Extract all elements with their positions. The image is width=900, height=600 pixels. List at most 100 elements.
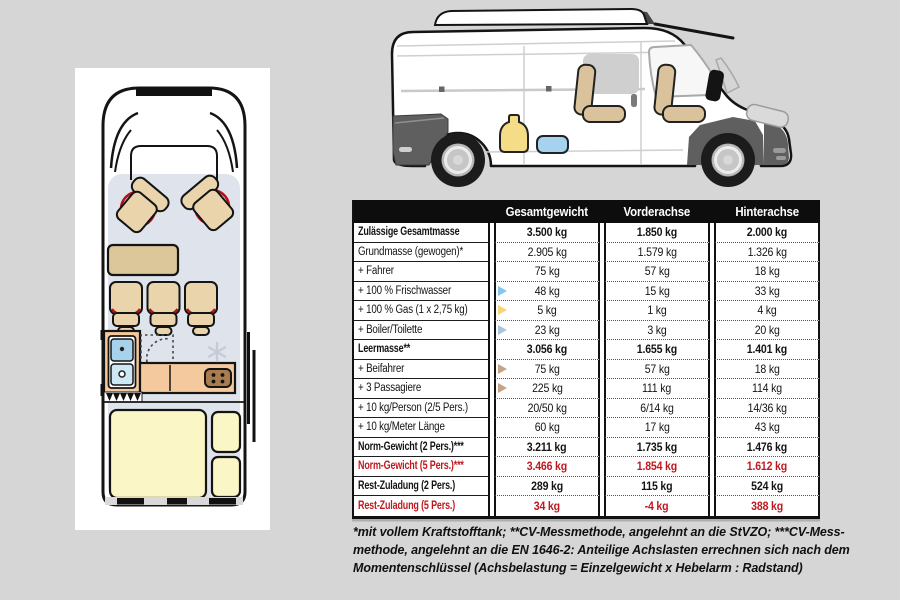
- table-header-row: Gesamtgewicht Vorderachse Hinterachse: [354, 200, 820, 223]
- stove-icon: [204, 368, 232, 388]
- swivel-seat-icon: [115, 176, 170, 234]
- table-body: Zulässige Gesamtmasse 3.500 kg 1.850 kg 2.0…: [354, 223, 820, 516]
- weights-table: Gesamtgewicht Vorderachse Hinterachse Zulä…: [352, 200, 820, 519]
- door-handle-icon: [631, 94, 637, 107]
- row-marker-triangle: [498, 363, 507, 374]
- wheel-icon: [701, 133, 755, 187]
- cell-value: 20/50 kg: [494, 398, 600, 418]
- cell-value: 14/36 kg: [714, 398, 820, 418]
- cell-value: 1.326 kg: [714, 242, 820, 262]
- cell-value: 15 kg: [604, 281, 710, 301]
- row-label: Norm-Gewicht (2 Pers.)***: [354, 437, 490, 457]
- cell-value: 3.056 kg: [494, 340, 600, 360]
- van-illustration: [390, 7, 793, 187]
- cell-value: 75 kg: [494, 359, 600, 379]
- cell-value: 289 kg: [494, 476, 600, 496]
- cell-value: 225 kg: [494, 379, 600, 399]
- cell-value: 1.579 kg: [604, 242, 710, 262]
- row-label: Leermasse**: [354, 340, 490, 360]
- cell-value: 1.854 kg: [604, 457, 710, 477]
- row-label: Norm-Gewicht (5 Pers.)***: [354, 457, 490, 477]
- cell-value: 1.655 kg: [604, 340, 710, 360]
- table-row: + 3 Passagiere 225 kg 111 kg 114 kg: [354, 379, 820, 399]
- gas-bottle-icon: [499, 114, 529, 153]
- floorplan-panel: [75, 68, 270, 530]
- row-marker-triangle: [498, 383, 507, 394]
- row-label: + 100 % Frischwasser: [354, 281, 490, 301]
- cell-value: 18 kg: [714, 359, 820, 379]
- dashboard-outline: [130, 145, 218, 180]
- footnote-line: *mit vollem Kraftstofftank; **CV-Messmet…: [353, 525, 845, 539]
- cell-value: 1.612 kg: [714, 457, 820, 477]
- table-row: + Beifahrer 75 kg 57 kg 18 kg: [354, 359, 820, 379]
- bed-icon: [104, 401, 244, 500]
- row-label: Rest-Zuladung (2 Pers.): [354, 476, 490, 496]
- cell-value: 75 kg: [494, 262, 600, 282]
- row-marker-triangle: [498, 285, 507, 296]
- cushion-icon: [210, 410, 242, 454]
- water-tank-icon: [536, 135, 569, 154]
- cell-value: 57 kg: [604, 359, 710, 379]
- cell-value: 5 kg: [494, 301, 600, 321]
- cell-value: 3.466 kg: [494, 457, 600, 477]
- table-row: + 100 % Gas (1 x 2,75 kg) 5 kg 1 kg 4 kg: [354, 301, 820, 321]
- cell-value: 1.850 kg: [604, 223, 710, 243]
- cell-value: 2.905 kg: [494, 242, 600, 262]
- cell-value: 57 kg: [604, 262, 710, 282]
- row-label: Grundmasse (gewogen)*: [354, 242, 490, 262]
- table-row: Grundmasse (gewogen)* 2.905 kg 1.579 kg 1.3…: [354, 242, 820, 262]
- row-label: + 3 Passagiere: [354, 379, 490, 399]
- cell-value: 2.000 kg: [714, 223, 820, 243]
- cell-value: 1.476 kg: [714, 437, 820, 457]
- row-label: + Beifahrer: [354, 359, 490, 379]
- side-window: [583, 54, 639, 94]
- table-row: Leermasse** 3.056 kg 1.655 kg 1.401 kg: [354, 340, 820, 360]
- swivel-seat-icon: [180, 174, 235, 232]
- kitchen-counter-icon: [138, 361, 237, 395]
- rear-bumper-dashes: [105, 497, 243, 505]
- cell-value: 114 kg: [714, 379, 820, 399]
- cell-value: 60 kg: [494, 418, 600, 438]
- floorplan: [100, 86, 256, 507]
- cell-value: 18 kg: [714, 262, 820, 282]
- entry-step-icon: [103, 391, 143, 403]
- cell-value: 1.735 kg: [604, 437, 710, 457]
- row-label: + Fahrer: [354, 262, 490, 282]
- cushion-icon: [210, 455, 242, 499]
- footnote-line: methode, angelehnt an die EN 1646-2: Ant…: [353, 542, 850, 557]
- footnote-line: Momentenschlüssel (Achsbelastung = Einze…: [353, 560, 803, 575]
- mid-seat-icon: [573, 63, 626, 123]
- row-label: Zulässige Gesamtmasse: [354, 223, 490, 243]
- cell-value: 33 kg: [714, 281, 820, 301]
- table-row: + 10 kg/Meter Länge 60 kg 17 kg 43 kg: [354, 418, 820, 438]
- table-row: Norm-Gewicht (5 Pers.)*** 3.466 kg 1.854 k…: [354, 457, 820, 477]
- bathroom-icon: [102, 329, 142, 395]
- cell-value: 17 kg: [604, 418, 710, 438]
- cell-value: 3.500 kg: [494, 223, 600, 243]
- table-row: Rest-Zuladung (5 Pers.) 34 kg -4 kg 388 kg: [354, 496, 820, 516]
- row-label: + 100 % Gas (1 x 2,75 kg): [354, 301, 490, 321]
- dinette-table-icon: [106, 243, 180, 277]
- fridge-snowflake-icon: [207, 341, 227, 363]
- shower-icon: [140, 334, 174, 364]
- van-side-view: [383, 2, 803, 196]
- cell-value: 43 kg: [714, 418, 820, 438]
- column-header: Hinterachse: [735, 204, 799, 219]
- wheel-icon: [431, 133, 485, 187]
- cell-value: 4 kg: [714, 301, 820, 321]
- footnote: *mit vollem Kraftstofftank; **CV-Messmet…: [353, 524, 877, 577]
- cab-seat-icon: [653, 63, 706, 123]
- cell-value: 1 kg: [604, 301, 710, 321]
- cell-value: 34 kg: [494, 496, 600, 516]
- table-row: Rest-Zuladung (2 Pers.) 289 kg 115 kg 524 k…: [354, 476, 820, 496]
- row-label: Rest-Zuladung (5 Pers.): [354, 496, 490, 516]
- cell-value: 3.211 kg: [494, 437, 600, 457]
- column-header: Vorderachse: [623, 204, 691, 219]
- row-label: + Boiler/Toilette: [354, 320, 490, 340]
- sliding-door-rail-icon: [100, 330, 256, 442]
- cell-value: 23 kg: [494, 320, 600, 340]
- row-marker-triangle: [498, 324, 507, 335]
- column-header-empty: [354, 204, 490, 219]
- headlight-icon: [745, 103, 790, 128]
